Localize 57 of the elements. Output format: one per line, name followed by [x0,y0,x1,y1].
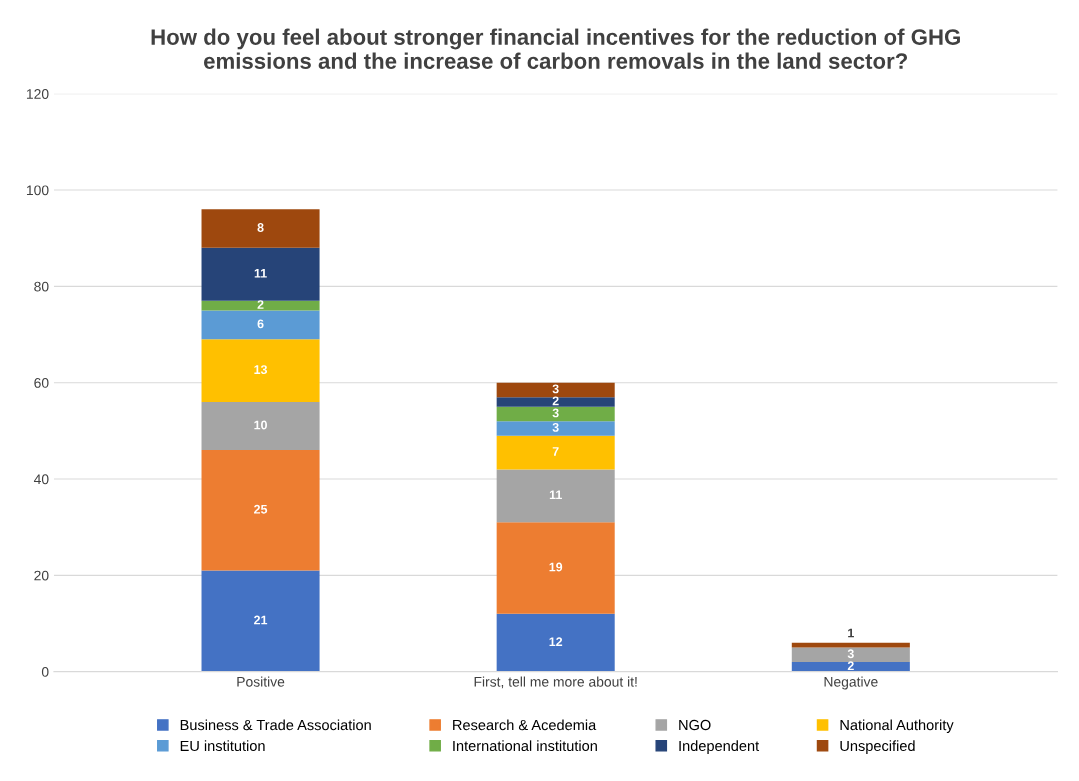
bar [496,406,615,422]
bar [791,647,910,663]
bar [496,435,615,470]
y-tick-label: 0 [41,666,49,677]
data-label: 2 [257,300,264,309]
bar [496,397,615,407]
legend-label: Research & Acedemia [453,719,597,731]
bar [496,382,615,398]
bar [201,300,320,311]
y-tick-label: 120 [26,89,49,99]
data-label: 19 [549,562,563,572]
y-tick-label: 20 [34,570,49,581]
legend-label: NGO [679,719,711,731]
data-label: 3 [552,384,559,394]
data-label: 3 [847,649,854,659]
legend-label: Business & Trade Association [180,719,371,731]
legend-label: National Authority [840,719,954,734]
legend-label: International institution [453,740,597,752]
data-label: 11 [254,268,267,278]
data-label: 21 [254,615,268,625]
bar [201,209,320,248]
legend-label: EU institution [180,740,265,752]
bar [496,469,615,523]
legend-label: Independent [679,740,760,754]
y-tick-label: 40 [33,474,49,485]
data-label: 8 [257,223,264,232]
data-label: 3 [552,408,559,418]
x-tick-label: Negative [824,676,878,690]
data-label: 11 [549,490,562,500]
data-label: 2 [552,396,559,406]
data-label: 25 [254,504,268,514]
bar [201,339,320,402]
data-label: 3 [552,422,559,432]
data-label: 10 [254,420,267,430]
x-tick-label: First, tell me more about it! [474,676,637,689]
bar [791,662,910,672]
data-label: 2 [847,661,854,671]
bar [201,450,320,571]
data-label: 12 [549,637,563,646]
chart-title: How do you feel about stronger financial incentives for the reduction of GHG emissions and the increase of carbon removals in the land sector? [151,28,960,69]
data-label: 1 [848,628,854,638]
bar [201,401,320,451]
bar [496,613,615,672]
bar [201,310,320,340]
bar [496,421,615,436]
y-tick-label: 60 [34,378,49,388]
data-label: 13 [254,365,268,375]
data-label: 7 [552,447,559,456]
bar [791,642,910,648]
bar [201,247,320,301]
bar [201,570,320,672]
legend-label: Unspecified [840,740,915,754]
y-tick-label: 100 [26,185,49,196]
x-tick-label: Positive [237,676,285,687]
y-tick-label: 80 [34,281,49,292]
data-label: 6 [257,319,264,329]
bar [496,522,615,614]
